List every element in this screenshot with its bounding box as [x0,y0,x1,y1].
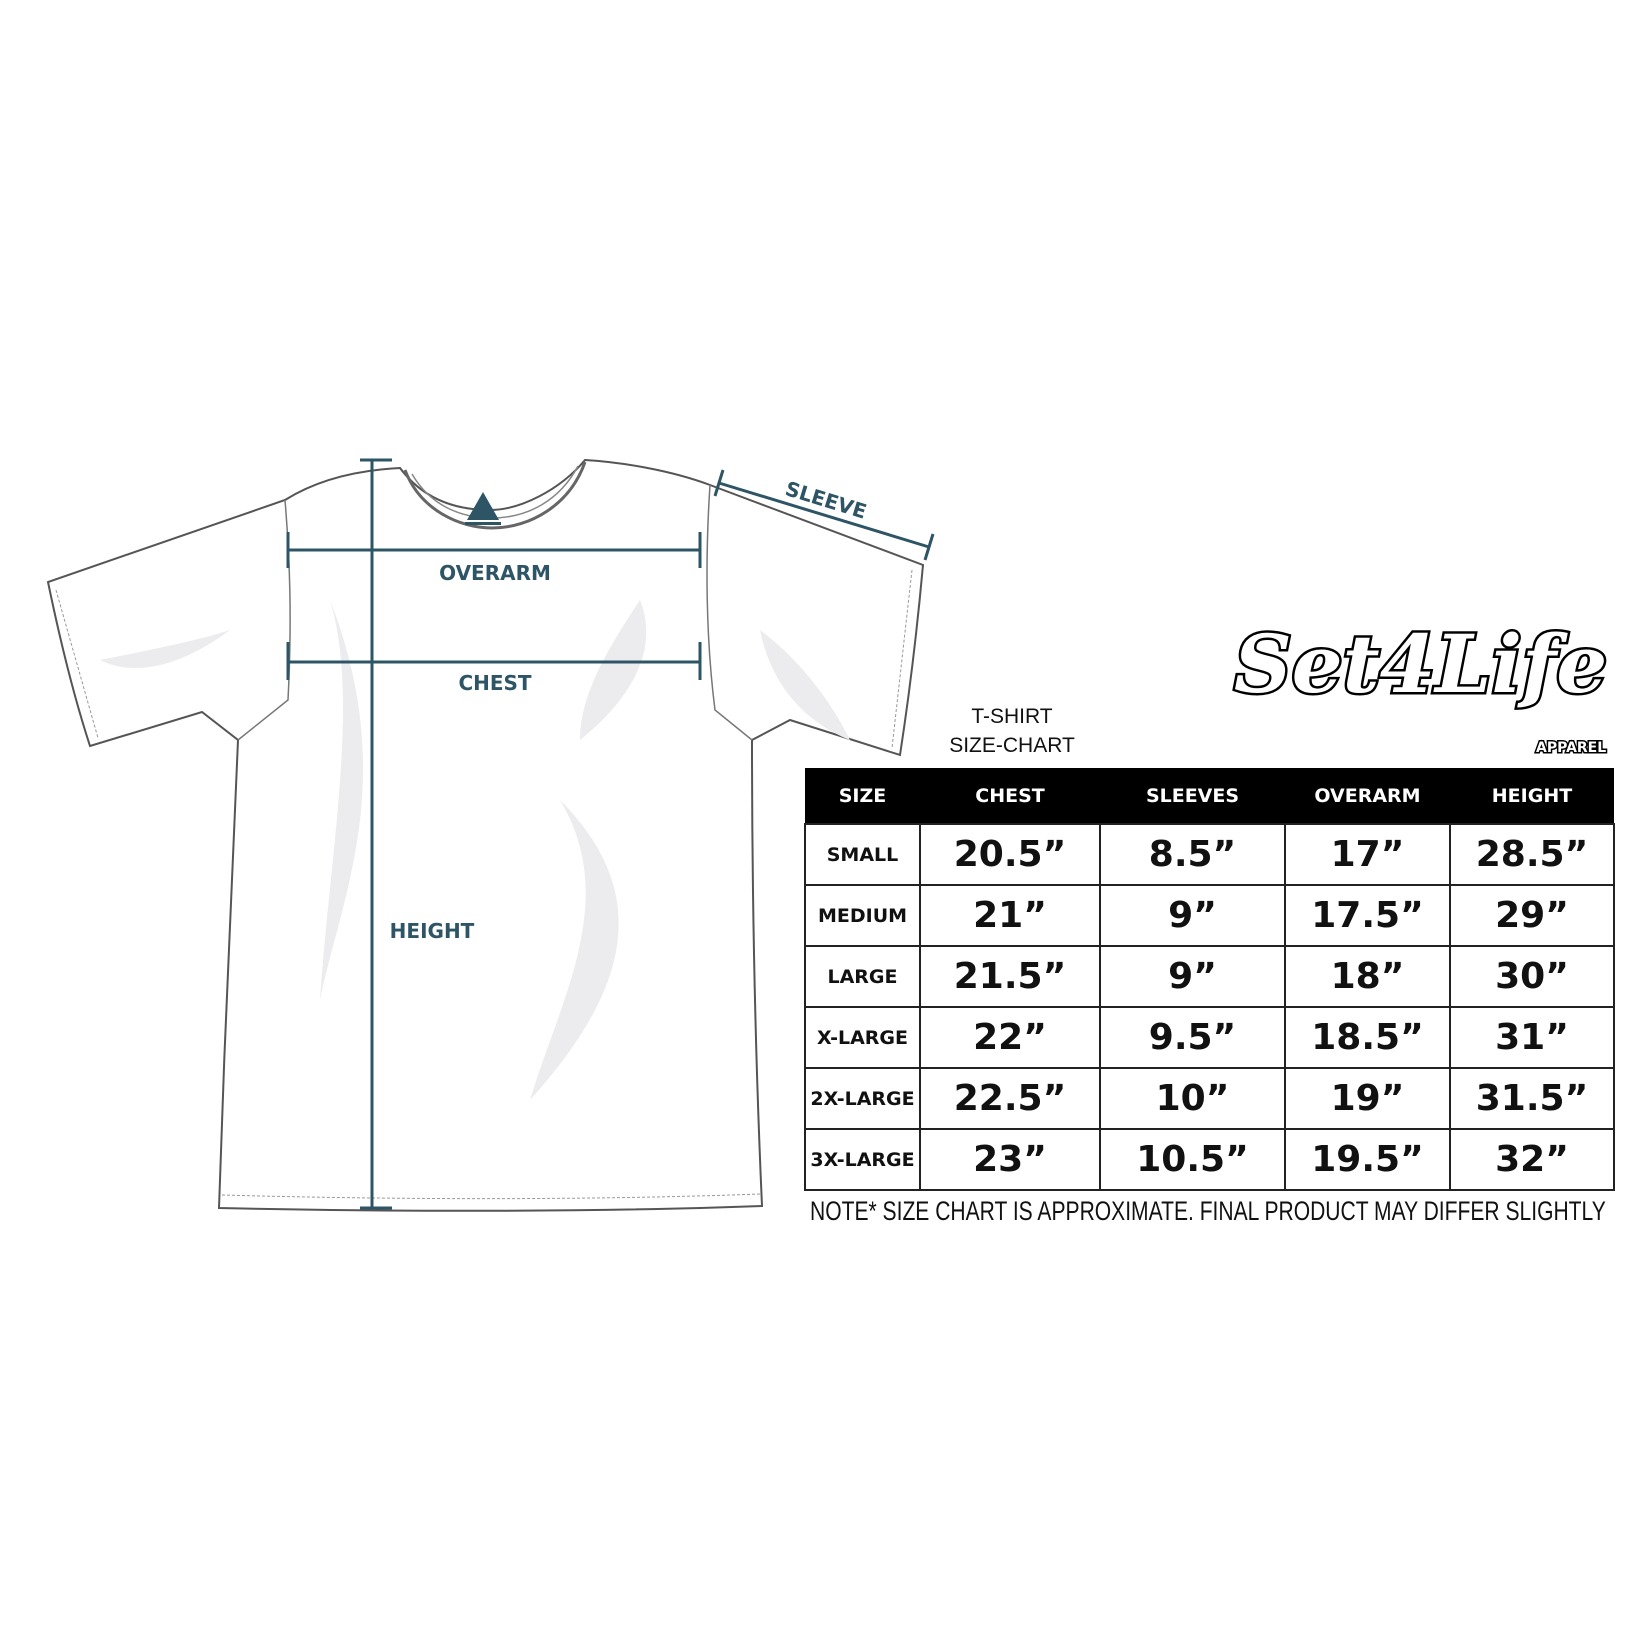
size-note: NOTE* SIZE CHART IS APPROXIMATE. FINAL P… [810,1196,1606,1226]
cell-chest: 21” [919,884,1101,947]
cell-sleeves: 9” [1099,884,1286,947]
cell-overarm: 18” [1284,945,1451,1008]
cell-height: 31.5” [1449,1067,1615,1130]
chart-title-line2: SIZE-CHART [949,734,1075,757]
table-row: X-LARGE 22” 9.5” 18.5” 31” [804,1006,1615,1069]
height-label: HEIGHT [389,919,475,943]
brand-neck-label-icon [465,492,501,525]
tshirt-outline [46,458,925,1212]
table-row: 2X-LARGE 22.5” 10” 19” 31.5” [804,1067,1615,1130]
cell-size: X-LARGE [804,1006,921,1069]
table-header-row: SIZE CHEST SLEEVES OVERARM HEIGHT [805,768,1614,824]
header-height: HEIGHT [1450,768,1614,824]
cell-overarm: 19.5” [1284,1128,1451,1191]
header-chest: CHEST [920,768,1100,824]
cell-overarm: 18.5” [1284,1006,1451,1069]
cell-chest: 22” [919,1006,1101,1069]
cell-chest: 23” [919,1128,1101,1191]
sleeve-measure-line [718,481,930,549]
size-chart-table: SIZE CHEST SLEEVES OVERARM HEIGHT SMALL 2… [804,768,1615,1191]
cell-chest: 20.5” [919,823,1101,886]
cell-height: 29” [1449,884,1615,947]
cell-overarm: 19” [1284,1067,1451,1130]
cell-sleeves: 9” [1099,945,1286,1008]
cell-height: 30” [1449,945,1615,1008]
table-row: MEDIUM 21” 9” 17.5” 29” [804,884,1615,947]
cell-overarm: 17” [1284,823,1451,886]
chest-label: CHEST [458,671,532,695]
cell-chest: 21.5” [919,945,1101,1008]
cell-height: 31” [1449,1006,1615,1069]
chart-title: T-SHIRT SIZE-CHART [912,702,1112,760]
tshirt-diagram [46,458,935,1212]
cell-chest: 22.5” [919,1067,1101,1130]
cell-size: MEDIUM [804,884,921,947]
header-sleeves: SLEEVES [1100,768,1285,824]
header-size: SIZE [805,768,920,824]
logo-sub-text: APPAREL [1536,740,1606,756]
chart-title-line1: T-SHIRT [971,705,1053,728]
cell-sleeves: 10” [1099,1067,1286,1130]
cell-height: 28.5” [1449,823,1615,886]
cell-size: LARGE [804,945,921,1008]
table-row: LARGE 21.5” 9” 18” 30” [804,945,1615,1008]
cell-height: 32” [1449,1128,1615,1191]
cell-sleeves: 10.5” [1099,1128,1286,1191]
logo-brand-text: Set4Life [1234,617,1607,711]
cell-sleeves: 8.5” [1099,823,1286,886]
table-row: 3X-LARGE 23” 10.5” 19.5” 32” [804,1128,1615,1191]
cell-size: 2X-LARGE [804,1067,921,1130]
cell-size: 3X-LARGE [804,1128,921,1191]
cell-sleeves: 9.5” [1099,1006,1286,1069]
set4life-logo: Set4Life APPAREL [1232,615,1610,758]
cell-overarm: 17.5” [1284,884,1451,947]
header-overarm: OVERARM [1285,768,1450,824]
table-row: SMALL 20.5” 8.5” 17” 28.5” [804,823,1615,886]
overarm-label: OVERARM [439,561,551,585]
cell-size: SMALL [804,823,921,886]
